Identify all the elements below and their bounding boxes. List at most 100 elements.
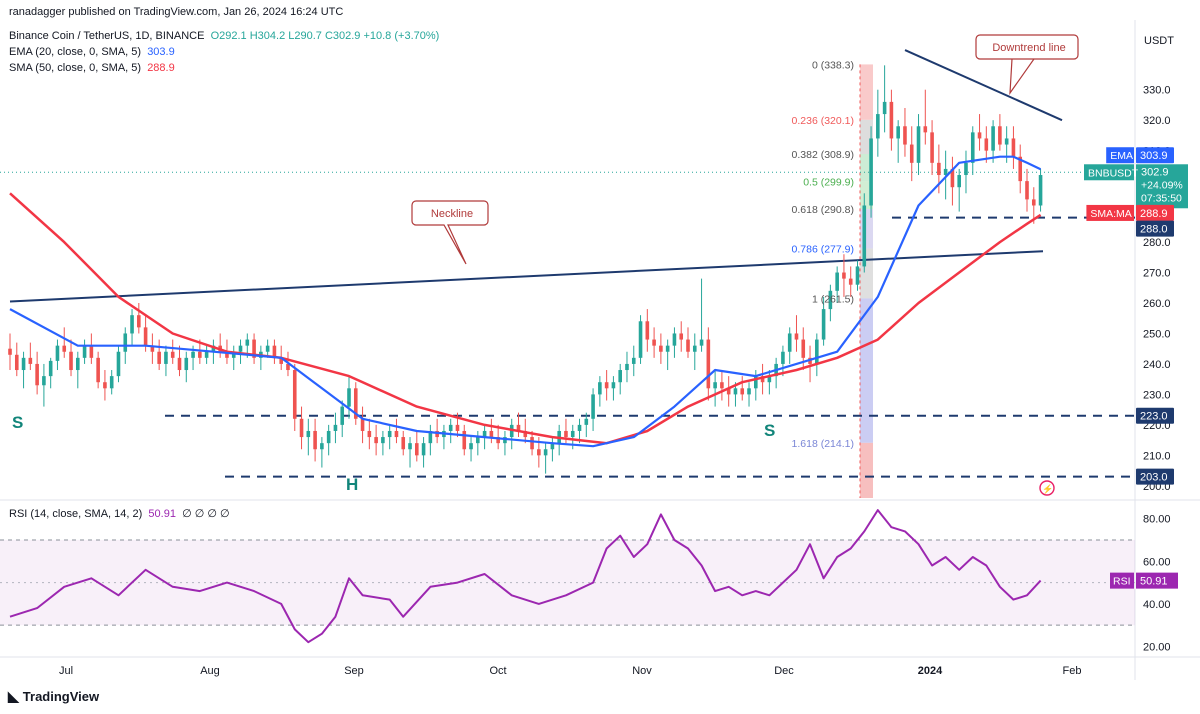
candle-body (408, 443, 412, 450)
candle-body (177, 357, 182, 371)
candle-body (903, 126, 907, 145)
grid (0, 20, 1200, 680)
ema-legend[interactable]: EMA (20, close, 0, SMA, 5) 303.9 (9, 46, 175, 58)
time-tick-label: 2024 (918, 665, 943, 677)
candle-body (638, 321, 643, 358)
candle-body (991, 126, 995, 151)
candle-body (835, 272, 839, 291)
candle-body (482, 430, 487, 438)
tradingview-brand[interactable]: ◣ TradingView (8, 688, 99, 705)
candle-body (801, 339, 806, 358)
candle-body (1038, 175, 1043, 206)
fib-level-label: 0 (338.3) (812, 59, 854, 71)
time-tick-label: Sep (344, 665, 364, 677)
candle-body (1031, 199, 1036, 206)
price-badge (1136, 220, 1174, 237)
candle-body (720, 382, 724, 389)
candle-body (869, 138, 873, 206)
candle-body (157, 351, 161, 364)
price-badge (1136, 468, 1174, 485)
price-badge (1136, 147, 1174, 164)
candle-body (367, 430, 372, 438)
candle-body (252, 339, 256, 358)
symbol-tag (1084, 164, 1134, 181)
rsi-legend[interactable]: RSI (14, close, SMA, 14, 2) 50.91 ∅ ∅ ∅ … (9, 507, 230, 520)
candle-body (733, 388, 738, 395)
candle-body (381, 437, 385, 444)
time-tick-label: Aug (200, 665, 220, 677)
brand-text: TradingView (22, 689, 100, 704)
candle-body (665, 345, 670, 352)
rsi-tick-label: 40.00 (1143, 599, 1171, 611)
candle-body (245, 339, 250, 346)
rsi-legend-value: 50.91 (148, 508, 176, 520)
candle-body (231, 351, 236, 358)
candle-body (937, 162, 941, 176)
candle-body (781, 351, 785, 364)
candle-body (116, 351, 121, 377)
price-tick-label: 240.0 (1143, 359, 1171, 371)
rsi-tick-label: 60.00 (1143, 556, 1171, 568)
candle-body (1018, 156, 1023, 182)
candle-body (340, 406, 345, 425)
price-axis: 200.0210.0220.0230.0240.0250.0260.0270.0… (1084, 35, 1188, 493)
candle-body (625, 363, 629, 371)
sma-legend[interactable]: SMA (50, close, 0, SMA, 5) 288.9 (9, 62, 175, 74)
symbol-legend: Binance Coin / TetherUS, 1D, BINANCE O29… (9, 30, 439, 42)
price-tick-label: 270.0 (1143, 268, 1171, 280)
candle-body (659, 345, 663, 352)
price-tick-label: 250.0 (1143, 328, 1171, 340)
fib-level-label: 0.618 (290.8) (792, 204, 854, 216)
candle-body (170, 351, 175, 358)
candle-body (889, 101, 894, 139)
rsi-value-badge (1136, 572, 1178, 589)
tradingview-logo-icon: ◣ (8, 688, 19, 704)
candle-body (577, 424, 582, 431)
candle-body (726, 388, 731, 395)
rsi-legend-name: RSI (14, close, SMA, 14, 2) (9, 508, 143, 520)
downtrend-line (904, 49, 1063, 122)
fib-band (860, 248, 873, 299)
candle-body (448, 424, 453, 431)
rsi-line (9, 509, 1042, 644)
candle-body (265, 345, 270, 352)
ema20-line (9, 155, 1042, 448)
flash-icon (1039, 480, 1055, 496)
ema-legend-name: EMA (20, close, 0, SMA, 5) (9, 46, 142, 58)
price-badge-value: 288.9 (1140, 208, 1168, 220)
fib-level-label: 0.236 (320.1) (792, 115, 854, 127)
candle-body (421, 443, 426, 456)
price-badge (1136, 407, 1174, 424)
candle-body (8, 348, 12, 355)
candle-body (96, 357, 100, 383)
rsi-pane: 20.00 40.00 60.00 80.00 50.91 RSI (0, 509, 1178, 653)
candle-body (292, 370, 297, 419)
shoulder-left-label: S (12, 413, 23, 432)
last-price-badge (1136, 164, 1188, 209)
shoulder-right-label: S (764, 421, 775, 440)
candle-body (977, 132, 982, 139)
candle-body (794, 333, 799, 340)
fib-level-label: 0.786 (277.9) (792, 243, 854, 255)
candle-body (882, 101, 887, 115)
time-axis: Jul Aug Sep Oct Nov Dec 2024 Feb (59, 665, 1082, 677)
candle-body (360, 418, 365, 431)
candle-body (333, 424, 338, 431)
symbol-tag-label: BNBUSDT (1088, 167, 1139, 179)
time-tick-label: Oct (489, 665, 506, 677)
candle-body (543, 449, 548, 456)
candle-body (537, 449, 541, 456)
candle-body (740, 388, 745, 395)
candle-body (591, 394, 595, 419)
candle-body (550, 443, 555, 450)
candle-body (570, 430, 575, 438)
indicator-tag-label: SMA:MA (1090, 208, 1131, 220)
candle-body (496, 437, 500, 444)
price-badge-value: 203.0 (1140, 472, 1168, 484)
candle-body (984, 138, 989, 151)
candle-body (28, 357, 33, 364)
fib-band (860, 442, 873, 498)
moving-averages (9, 155, 1042, 448)
candle-body (503, 437, 507, 444)
